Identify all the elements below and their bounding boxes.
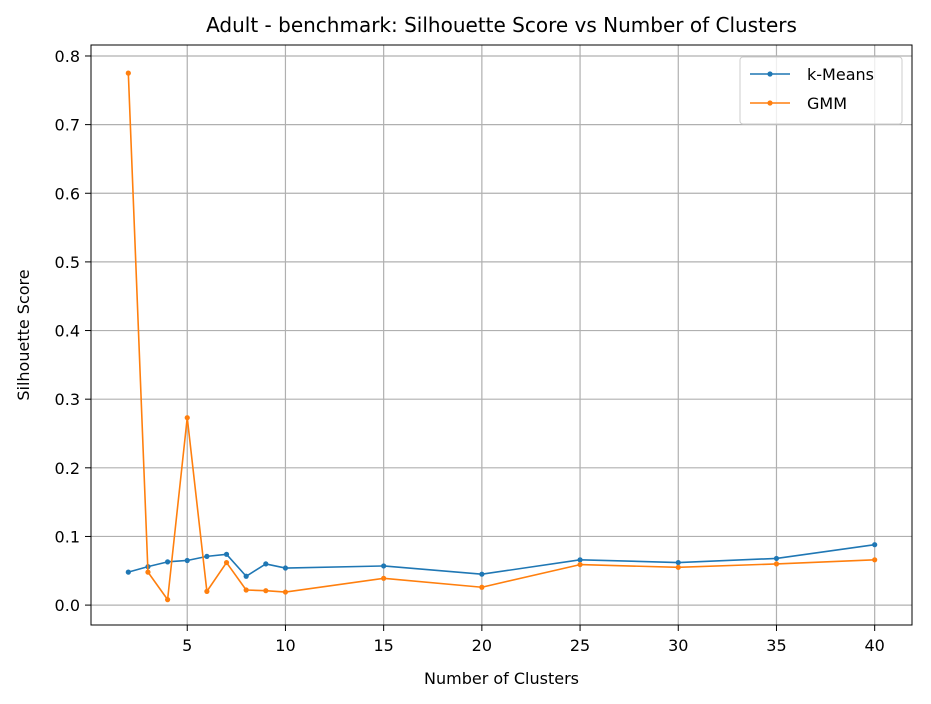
y-tick-label: 0.1 — [55, 527, 80, 546]
x-tick-label: 15 — [373, 636, 393, 655]
y-tick-label: 0.2 — [55, 459, 80, 478]
series-layer — [125, 70, 878, 603]
legend: k-Means GMM — [739, 56, 903, 125]
y-tick-label: 0.5 — [55, 253, 80, 272]
data-point — [243, 573, 249, 579]
legend-label: k-Means — [807, 65, 874, 84]
data-point — [479, 571, 485, 577]
data-point — [577, 561, 583, 568]
data-point — [125, 70, 131, 76]
x-tick-label: 40 — [865, 636, 885, 655]
data-point — [223, 559, 230, 566]
data-point — [577, 557, 583, 563]
y-tick-label: 0.6 — [55, 184, 80, 203]
y-tick-label: 0.0 — [55, 596, 80, 615]
legend-marker — [767, 71, 773, 77]
data-point — [223, 551, 230, 557]
data-point — [675, 559, 681, 566]
data-point — [773, 561, 780, 567]
data-point — [872, 542, 878, 548]
grid — [91, 45, 912, 625]
plot-frame — [90, 44, 913, 626]
data-point — [381, 563, 387, 569]
data-point — [872, 557, 878, 563]
data-point — [165, 559, 171, 565]
x-tick-label: 10 — [275, 636, 295, 655]
data-point — [381, 575, 387, 581]
data-point — [675, 564, 681, 570]
data-point — [263, 561, 269, 567]
data-point — [282, 589, 289, 595]
x-tick-label: 25 — [570, 636, 590, 655]
data-point — [773, 555, 780, 562]
y-tick-label: 0.4 — [55, 322, 80, 341]
data-point — [184, 415, 190, 421]
data-point — [184, 557, 190, 564]
chart-title: Adult - benchmark: Silhouette Score vs N… — [206, 13, 797, 37]
y-tick-label: 0.3 — [55, 390, 80, 409]
data-point — [145, 569, 151, 575]
data-point — [165, 597, 171, 603]
data-point — [204, 553, 210, 559]
data-point — [282, 565, 289, 571]
x-tick-label: 5 — [182, 636, 192, 655]
data-point — [263, 588, 269, 594]
legend-label: GMM — [807, 94, 847, 113]
x-tick-label: 35 — [766, 636, 786, 655]
x-axis-label: Number of Clusters — [424, 669, 579, 688]
x-tick-label: 30 — [668, 636, 688, 655]
data-point — [125, 569, 131, 575]
y-axis-label: Silhouette Score — [14, 269, 33, 400]
x-tick-label: 20 — [472, 636, 492, 655]
y-tick-label: 0.8 — [55, 47, 80, 66]
data-point — [479, 584, 485, 590]
series-gmm — [125, 70, 878, 603]
data-point — [204, 588, 210, 594]
data-point — [243, 587, 249, 593]
y-tick-label: 0.7 — [55, 116, 80, 135]
ticks: 5 10 15 20 25 30 35 40 0.0 0.1 0.2 0.3 0.4 0.5 0.6 0.7 0… — [55, 47, 885, 655]
legend-marker — [767, 100, 773, 106]
